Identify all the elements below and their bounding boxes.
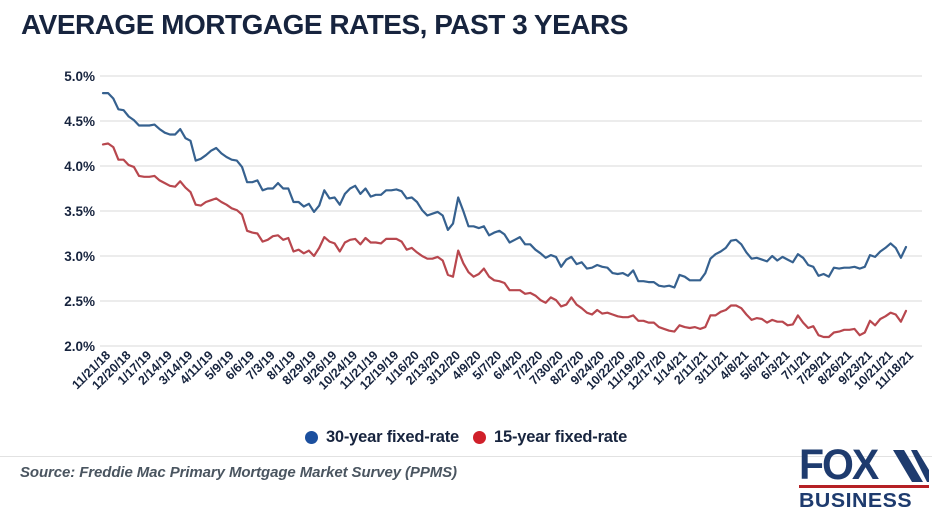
legend-label-15-year: 15-year fixed-rate bbox=[494, 427, 628, 446]
y-axis-tick-label: 2.5% bbox=[64, 294, 95, 309]
footer-divider bbox=[0, 456, 932, 457]
chart-title: AVERAGE MORTGAGE RATES, PAST 3 YEARS bbox=[21, 9, 628, 40]
logo-top-row: FOX bbox=[799, 440, 929, 489]
source-note: Source: Freddie Mac Primary Mortgage Mar… bbox=[20, 464, 457, 481]
legend-marker-15-year-icon bbox=[473, 430, 486, 444]
logo-business-text: BUSINESS bbox=[799, 489, 913, 512]
legend-marker-30-year-icon bbox=[304, 430, 318, 444]
y-axis-tick-label: 4.0% bbox=[64, 159, 95, 174]
legend: 30-year fixed-rate 15-year fixed-rate bbox=[0, 426, 932, 448]
y-axis-tick-label: 5.0% bbox=[64, 69, 95, 84]
legend-item-15-year: 15-year fixed-rate bbox=[473, 428, 627, 447]
line-30-year-fixed-rate bbox=[101, 91, 908, 289]
logo-fox-text: FOX bbox=[799, 440, 879, 489]
y-axis-tick-label: 3.0% bbox=[64, 249, 95, 264]
logo-red-bar bbox=[799, 485, 929, 488]
logo-searchlight-icon bbox=[893, 450, 929, 482]
y-axis-tick-label: 4.5% bbox=[64, 114, 95, 129]
y-axis-tick-label: 2.0% bbox=[64, 339, 95, 354]
legend-item-30-year: 30-year fixed-rate bbox=[304, 427, 459, 447]
fox-business-logo: FOX BUSINESS bbox=[799, 440, 929, 513]
line-15-year-fixed-rate bbox=[101, 142, 908, 339]
y-axis-tick-label: 3.5% bbox=[64, 204, 95, 219]
legend-label-30-year: 30-year fixed-rate bbox=[325, 427, 459, 446]
